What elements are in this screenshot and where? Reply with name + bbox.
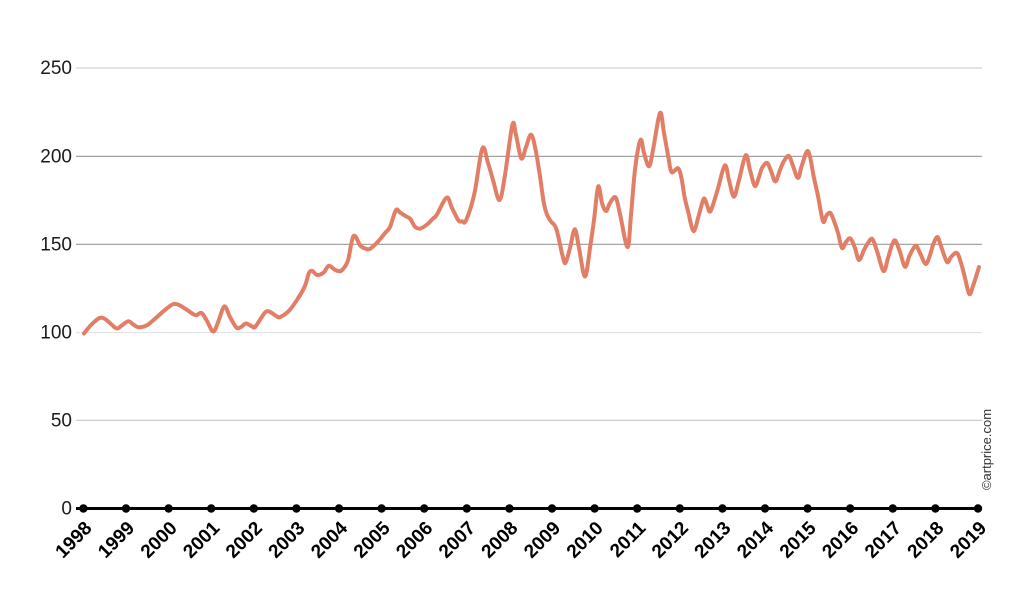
svg-text:0: 0: [61, 499, 72, 520]
svg-text:©artprice.com: ©artprice.com: [979, 409, 994, 490]
svg-text:200: 200: [40, 146, 72, 167]
svg-text:150: 150: [40, 234, 72, 255]
svg-text:50: 50: [51, 410, 72, 431]
svg-text:250: 250: [40, 58, 72, 79]
svg-text:100: 100: [40, 323, 72, 344]
